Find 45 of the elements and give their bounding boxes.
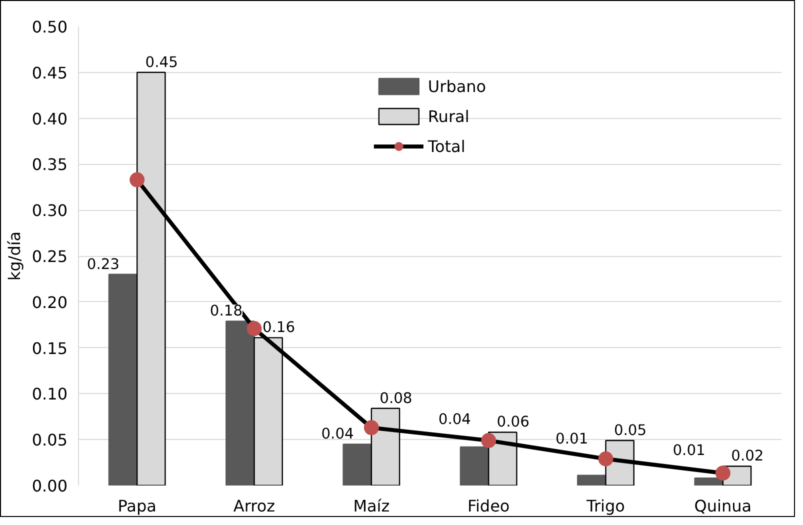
data-label: 0.08 xyxy=(380,390,412,407)
bar xyxy=(226,320,255,486)
point xyxy=(246,321,262,336)
text: 0.30 xyxy=(32,201,68,220)
data-label: 0.45 xyxy=(145,54,178,71)
data-label: 0.05 xyxy=(614,422,647,440)
bar xyxy=(694,478,724,486)
text: 0.40 xyxy=(32,109,68,128)
text: 0.25 xyxy=(32,247,68,266)
data-label: 0.04 xyxy=(438,410,472,428)
x-tick-label: Fideo xyxy=(467,496,510,516)
x-tick-label: Arroz xyxy=(233,496,276,516)
data-label: 0.18 xyxy=(210,302,243,320)
text: 0.10 xyxy=(32,384,68,404)
legend-label: Urbano xyxy=(428,76,486,96)
data-label: 0.16 xyxy=(262,319,296,336)
x-tick-label: Quinua xyxy=(694,496,752,516)
text: 0.35 xyxy=(32,155,68,174)
bar xyxy=(460,446,490,486)
x-tick-label: Maíz xyxy=(353,496,390,516)
point xyxy=(130,172,145,188)
point xyxy=(481,433,496,448)
text: 0.45 xyxy=(32,63,68,82)
point xyxy=(715,466,730,481)
data-label: 0.01 xyxy=(672,442,706,460)
data-label: 0.01 xyxy=(556,430,588,448)
data-label: 0.23 xyxy=(86,256,120,273)
legend-label: Total xyxy=(428,136,466,156)
text: 0.00 xyxy=(32,476,68,496)
text: 0.15 xyxy=(32,338,68,358)
data-label: 0.04 xyxy=(321,426,354,443)
bar xyxy=(342,444,372,486)
legend-label: Rural xyxy=(428,106,470,126)
text: 0.50 xyxy=(32,18,68,36)
y-axis-title: kg/día xyxy=(4,231,24,281)
bar xyxy=(577,474,606,486)
point xyxy=(598,451,614,466)
point xyxy=(364,420,379,436)
x-tick-label: Papa xyxy=(118,496,156,516)
bar xyxy=(108,274,138,486)
data-label: 0.06 xyxy=(496,414,530,431)
text: 0.05 xyxy=(32,430,68,450)
text: 0.20 xyxy=(32,292,68,312)
x-tick-label: Trigo xyxy=(586,496,625,516)
data-label: 0.02 xyxy=(731,448,764,465)
